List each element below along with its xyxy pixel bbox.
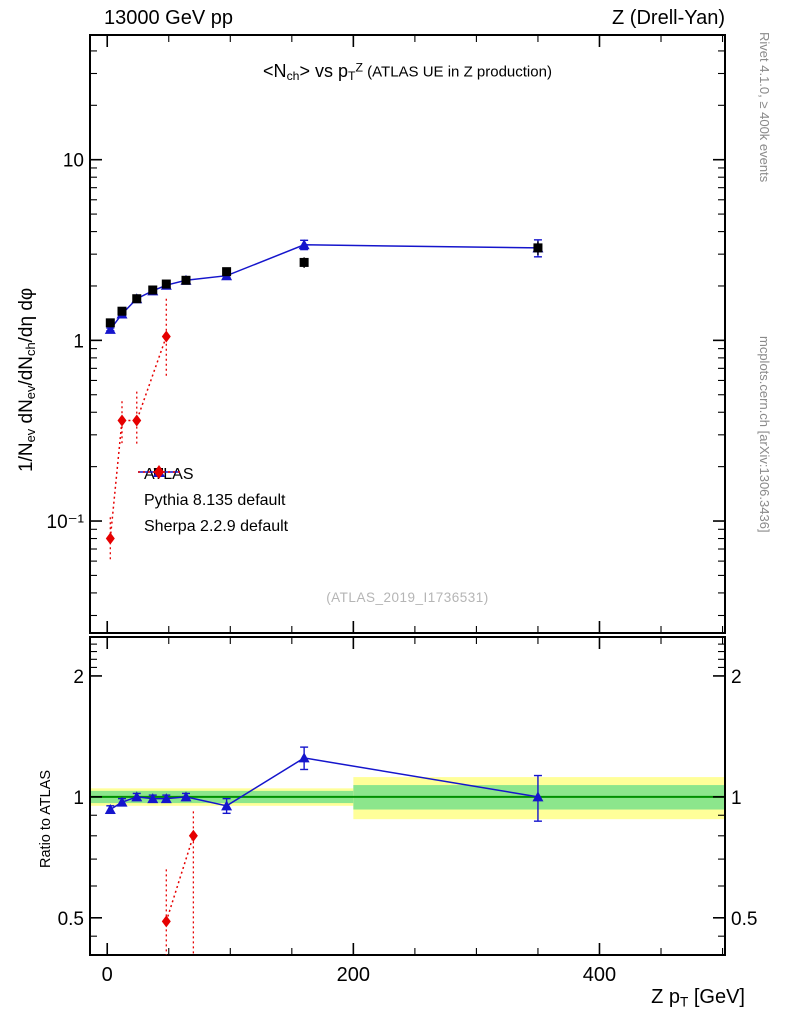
plot-title: <Nch> vs pTZ (ATLAS UE in Z production)	[90, 60, 725, 83]
legend: ATLAS Pythia 8.135 default Sherpa 2.2.9 …	[136, 462, 288, 540]
svg-text:10⁻¹: 10⁻¹	[47, 512, 85, 533]
svg-text:0.5: 0.5	[731, 909, 757, 930]
svg-text:10: 10	[63, 151, 84, 172]
svg-text:400: 400	[583, 964, 616, 986]
process-label: Z (Drell-Yan)	[612, 7, 725, 29]
series-sherpa-top	[105, 298, 171, 562]
svg-text:2: 2	[73, 667, 84, 688]
y-axis-label-top: 1/Nev dNev/dNch/dη dφ	[16, 287, 39, 472]
svg-text:1: 1	[73, 788, 84, 809]
axis-ticks: 0 200 400 10 1 10⁻¹ 2 2 1 1 0.5 0.5	[47, 35, 757, 986]
svg-text:1: 1	[731, 788, 742, 809]
rivet-version-note: Rivet 4.1.0, ≥ 400k events	[757, 32, 772, 183]
panel-frames	[89, 34, 726, 956]
sherpa-marker-icon	[138, 465, 180, 479]
plot-title-main: <Nch> vs pTZ	[263, 60, 363, 83]
svg-text:1: 1	[73, 331, 84, 352]
mcplots-attribution-note: mcplots.cern.ch [arXiv:1306.3436]	[757, 336, 772, 533]
y-axis-label-ratio: Ratio to ATLAS	[38, 769, 54, 868]
svg-text:0: 0	[102, 964, 113, 986]
svg-text:2: 2	[731, 667, 742, 688]
series-atlas-top	[105, 241, 543, 328]
legend-label-pythia: Pythia 8.135 default	[144, 492, 286, 509]
svg-text:200: 200	[337, 964, 370, 986]
plot-title-paren: (ATLAS UE in Z production)	[362, 63, 552, 81]
legend-label-sherpa: Sherpa 2.2.9 default	[144, 518, 289, 535]
svg-text:0.5: 0.5	[58, 909, 84, 930]
series-sherpa-ratio	[161, 811, 198, 955]
analysis-id-watermark: (ATLAS_2019_I1736531)	[326, 590, 489, 605]
series-pythia-ratio	[104, 746, 544, 822]
x-axis-label: Z pT [GeV]	[651, 986, 745, 1010]
beam-energy-label: 13000 GeV pp	[104, 7, 233, 29]
legend-row-sherpa: Sherpa 2.2.9 default	[136, 465, 289, 540]
legend-row-pythia: Pythia 8.135 default	[136, 466, 288, 514]
